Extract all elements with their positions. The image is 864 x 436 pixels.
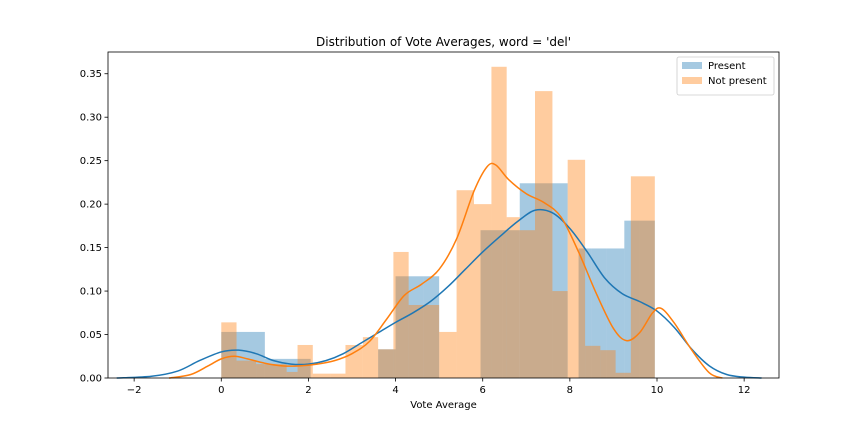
- chart-title: Distribution of Vote Averages, word = 'd…: [316, 35, 571, 49]
- x-tick-label-7: 12: [738, 385, 751, 396]
- kde-lines-group: [116, 162, 762, 379]
- present-bar-8: [502, 230, 520, 378]
- not-present-bar-4: [297, 344, 313, 378]
- not-present-bar-19: [535, 91, 553, 379]
- legend-label-present: Present: [708, 61, 746, 72]
- present-kde-line: [116, 208, 762, 379]
- present-bar-16: [639, 220, 655, 378]
- present-bar-15: [624, 220, 640, 378]
- present-bar-7: [480, 230, 503, 378]
- y-tick-label-0: 0.00: [80, 374, 102, 385]
- legend-swatch-present: [682, 62, 702, 69]
- present-bar-4: [378, 349, 396, 378]
- y-tick-label-2: 0.10: [80, 287, 102, 298]
- y-tick-label-6: 0.30: [80, 113, 102, 124]
- not-present-bar-14: [456, 190, 474, 378]
- not-present-bar-5: [312, 373, 331, 378]
- not-present-bar-2: [256, 364, 287, 378]
- not-present-bar-25: [630, 176, 655, 378]
- present-bar-6: [423, 276, 440, 378]
- present-bar-5: [395, 276, 424, 378]
- present-bar-12: [578, 248, 592, 378]
- not-present-bar-23: [600, 350, 616, 378]
- not-present-bar-16: [491, 66, 507, 378]
- not-present-bar-13: [439, 331, 457, 378]
- y-tick-label-4: 0.20: [80, 200, 102, 211]
- not-present-bar-1: [236, 360, 257, 378]
- plot-frame: [107, 51, 780, 379]
- not-present-bar-22: [585, 345, 601, 378]
- legend-swatch-not-present: [682, 77, 702, 84]
- not-present-bar-21: [567, 159, 586, 378]
- present-bars-group: [221, 183, 655, 378]
- not-present-bar-24: [615, 372, 631, 378]
- not-present-bar-17: [506, 217, 520, 378]
- not-present-bar-10: [393, 251, 409, 378]
- y-axis-ticks: 0.00 0.05 0.10 0.15 0.20 0.25 0.30 0.35: [80, 69, 108, 385]
- present-bar-0: [221, 331, 237, 378]
- y-tick-label-5: 0.25: [80, 156, 102, 167]
- x-tick-label-6: 10: [651, 385, 664, 396]
- legend: Present Not present: [676, 56, 775, 96]
- x-axis-title: Vote Average: [410, 400, 477, 411]
- legend-box: [676, 56, 775, 96]
- not-present-kde-line: [168, 162, 723, 379]
- not-present-bar-11: [408, 304, 424, 378]
- x-tick-label-4: 6: [480, 385, 486, 396]
- y-tick-label-3: 0.15: [80, 243, 102, 254]
- not-present-bar-15: [474, 204, 492, 378]
- x-axis-ticks: −2 0 2 4 6 8 10 12: [127, 378, 751, 396]
- not-present-bars-group: [221, 66, 655, 379]
- present-bar-10: [535, 183, 553, 378]
- not-present-bar-8: [362, 337, 379, 378]
- y-tick-label-1: 0.05: [80, 330, 102, 341]
- x-tick-label-3: 4: [392, 385, 398, 396]
- not-present-bar-3: [286, 371, 298, 378]
- not-present-bar-20: [552, 291, 568, 378]
- x-tick-label-0: −2: [127, 385, 142, 396]
- y-tick-label-7: 0.35: [80, 69, 102, 80]
- present-bar-9: [519, 183, 535, 378]
- not-present-bar-9: [378, 349, 394, 378]
- x-tick-label-2: 2: [305, 385, 311, 396]
- legend-label-not-present: Not present: [708, 76, 767, 87]
- not-present-bar-18: [519, 230, 535, 378]
- present-bar-13: [591, 248, 607, 378]
- present-bar-14: [606, 248, 625, 378]
- not-present-bar-12: [423, 304, 440, 378]
- not-present-bar-7: [345, 344, 363, 378]
- x-tick-label-1: 0: [218, 385, 224, 396]
- not-present-bar-6: [330, 373, 346, 378]
- x-tick-label-5: 8: [567, 385, 573, 396]
- present-bar-11: [552, 183, 568, 378]
